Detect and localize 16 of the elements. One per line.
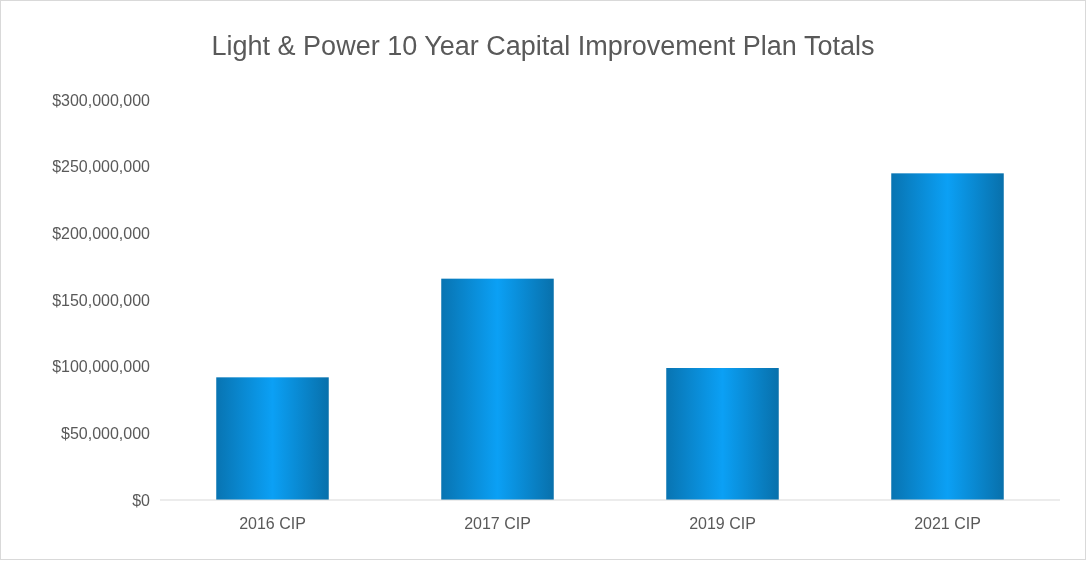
- bar: [891, 173, 1004, 500]
- y-tick-label: $0: [132, 491, 151, 509]
- y-tick-label: $300,000,000: [52, 91, 151, 109]
- bar: [441, 278, 554, 500]
- x-tick-label: 2016 CIP: [239, 515, 306, 533]
- y-tick-label: $150,000,000: [52, 291, 151, 309]
- bar: [666, 368, 779, 500]
- y-tick-label: $250,000,000: [52, 158, 151, 176]
- x-tick-label: 2021 CIP: [914, 515, 981, 533]
- x-tick-label: 2019 CIP: [689, 515, 756, 533]
- bar: [216, 377, 329, 500]
- chart-title: Light & Power 10 Year Capital Improvement Plan Totals: [211, 31, 875, 61]
- y-tick-label: $100,000,000: [52, 358, 151, 376]
- x-tick-label: 2017 CIP: [464, 515, 531, 533]
- y-tick-label: $200,000,000: [52, 224, 151, 242]
- y-tick-label: $50,000,000: [61, 424, 151, 442]
